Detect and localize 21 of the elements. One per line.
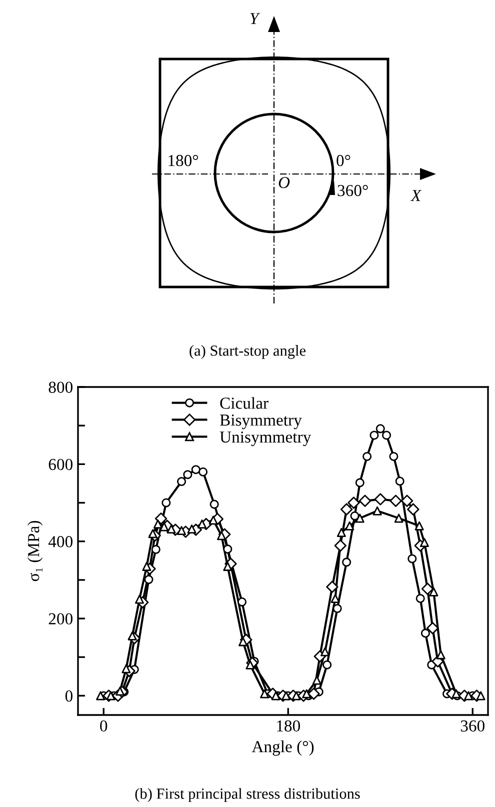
text: (b) First principal stress distributions [135,788,360,802]
legend-label: Bisymmetry [220,414,302,430]
y-axis-title: σ₁ (MPa) [27,520,43,582]
y-tick-label: 400 [48,536,73,548]
text: 180° [168,154,198,166]
y-tick-label: 600 [48,458,73,470]
x-axis-title: Angle (°) [252,740,314,756]
x-tick-label: 180 [277,720,300,732]
text: (a) Start-stop angle [190,345,306,359]
text: Y [250,13,260,24]
y-tick-label: 800 [48,382,73,393]
y-tick-label: 0 [65,690,73,702]
text: X [410,190,422,202]
text: 0° [336,154,350,166]
x-tick-label: 360 [460,720,484,732]
text: O [278,176,290,188]
text: 360° [338,184,368,196]
legend-label: Unisymmetry [220,431,312,446]
legend-label: Cicular [220,397,268,409]
x-tick-label: 0 [100,720,108,732]
y-tick-label: 200 [48,613,73,624]
